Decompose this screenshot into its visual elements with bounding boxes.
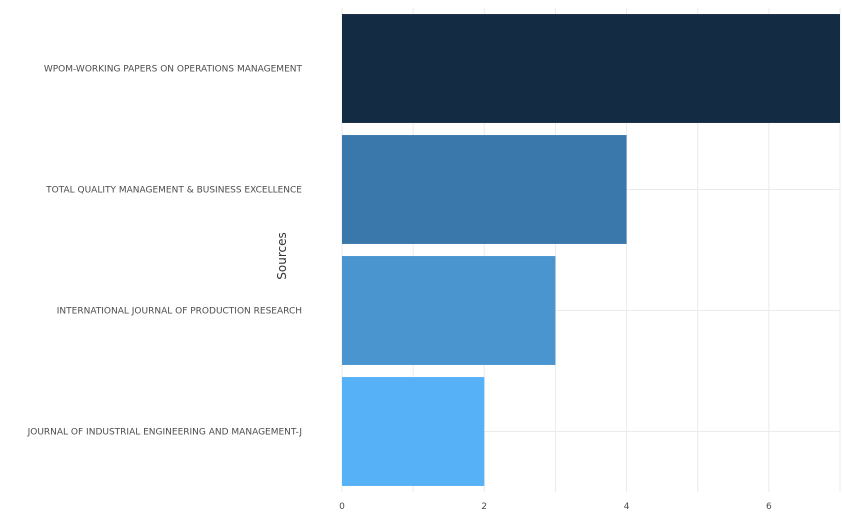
x-tick-label: 4 <box>624 502 630 512</box>
category-label: WPOM-WORKING PAPERS ON OPERATIONS MANAGE… <box>44 65 303 75</box>
bars <box>342 14 840 486</box>
x-tick-label: 0 <box>339 502 345 512</box>
category-label: JOURNAL OF INDUSTRIAL ENGINEERING AND MA… <box>27 428 302 438</box>
x-tick-labels: 0 2 4 6 <box>339 502 772 512</box>
category-label: TOTAL QUALITY MANAGEMENT & BUSINESS EXCE… <box>45 186 302 196</box>
bar <box>342 377 485 486</box>
bar <box>342 256 556 365</box>
category-labels: WPOM-WORKING PAPERS ON OPERATIONS MANAGE… <box>27 65 303 438</box>
x-tick-label: 6 <box>766 502 772 512</box>
x-tick-label: 2 <box>481 502 487 512</box>
category-label: INTERNATIONAL JOURNAL OF PRODUCTION RESE… <box>57 307 302 317</box>
bar <box>342 135 627 244</box>
y-axis-title: Sources <box>275 232 289 279</box>
bar <box>342 14 840 123</box>
